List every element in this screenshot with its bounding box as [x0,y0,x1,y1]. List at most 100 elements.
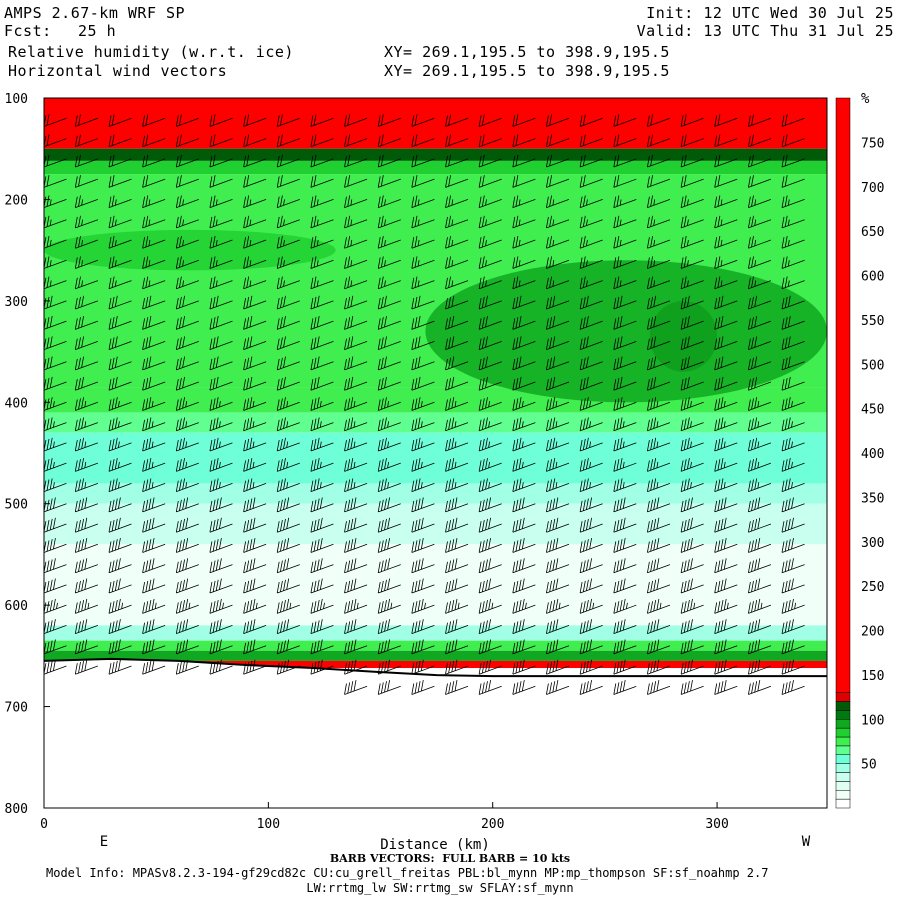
wind-barb-242 [310,478,334,493]
wind-barb-68 [108,356,132,371]
wind-barb-6 [43,236,67,249]
wind-barb-359 [445,517,469,533]
wind-barb-253 [344,134,368,148]
wind-barb-95 [142,336,166,351]
wind-barb-562 [680,517,704,533]
wind-barb-178 [243,316,267,330]
wind-barb-609 [748,295,772,310]
wind-barb-351 [445,356,469,371]
wind-barb-15 [43,417,67,432]
wind-barb-188 [243,517,267,533]
wind-barb-88 [142,195,166,209]
wind-barb-481 [579,639,603,655]
wind-barb-438 [546,356,570,371]
wind-barb-381 [478,376,502,391]
wind-barb-132 [175,517,199,533]
wind-barb-96 [142,356,166,371]
wind-barb-596 [714,619,738,635]
wind-barb-225 [310,134,334,148]
wind-barb-346 [445,256,469,269]
wind-barb-109 [142,619,166,635]
wind-barb-9 [43,295,67,310]
wind-barb-277 [344,619,368,635]
wind-barb-375 [478,256,502,269]
wind-barb-280 [344,680,368,695]
wind-barb-436 [546,316,570,330]
wind-barb-380 [478,356,502,371]
wind-barb-392 [478,598,502,614]
wind-barb-475 [579,517,603,533]
colorbar-level-5 [835,754,851,764]
wind-barb-147 [209,256,233,269]
wind-barb-304 [377,578,401,594]
wind-barb-387 [478,497,502,513]
wind-barb-338 [411,680,435,695]
wind-barb-406 [512,295,536,310]
wind-barb-221 [276,619,300,635]
model-info-physics: LW:rrtmg_lw SW:rrtmg_sw SFLAY:sf_mynn [306,881,574,895]
wind-barb-189 [243,538,267,553]
wind-barb-462 [579,256,603,269]
wind-barb-437 [546,336,570,351]
wind-barb-287 [377,236,401,249]
colorbar-label-450: 450 [861,403,884,418]
wind-barb-103 [142,497,166,513]
colorbar-level-1 [835,790,851,800]
wind-barb-74 [108,478,132,493]
wind-barb-306 [377,619,401,635]
wind-barb-119 [175,256,199,269]
wind-barb-191 [243,578,267,594]
wind-barb-177 [243,295,267,310]
wind-barb-489 [613,215,637,229]
wind-barb-657 [781,680,805,695]
wind-barb-264 [344,356,368,371]
wind-barb-232 [310,276,334,290]
wind-barb-19 [43,497,67,513]
wind-barb-60 [108,195,132,209]
wind-barb-526 [647,376,671,391]
wind-barb-105 [142,538,166,553]
wind-barb-261 [344,295,368,310]
wind-barb-123 [175,336,199,351]
wind-barb-357 [445,478,469,493]
wind-barb-598 [714,659,738,675]
wind-barb-652 [781,578,805,594]
wind-barb-266 [344,397,368,411]
wind-barb-209 [276,376,300,391]
wind-barb-200 [276,195,300,209]
colorbar-label-50: 50 [861,758,877,773]
wind-barb-445 [546,497,570,513]
wind-barb-434 [546,276,570,290]
wind-barb-272 [344,517,368,533]
wind-barb-175 [243,256,267,269]
wind-barb-44 [74,437,98,452]
wind-barb-23 [43,578,67,594]
wind-barb-27 [43,659,67,675]
wind-barb-79 [108,578,132,594]
wind-barb-631 [781,154,805,168]
wind-barb-634 [781,215,805,229]
wind-barb-348 [445,295,469,310]
wind-barb-517 [647,195,671,209]
wind-barb-117 [175,215,199,229]
wind-barb-135 [175,578,199,594]
wind-barb-66 [108,316,132,330]
wind-barb-379 [478,336,502,351]
wind-barb-216 [276,517,300,533]
wind-barb-21 [43,538,67,553]
wind-barb-331 [411,538,435,553]
wind-barb-653 [781,598,805,614]
wind-barb-354 [445,417,469,432]
wind-barb-446 [546,517,570,533]
wind-barb-248 [310,598,334,614]
wind-barb-247 [310,578,334,594]
wind-barb-352 [445,376,469,391]
wind-barb-549 [680,256,704,269]
wind-barb-10 [43,316,67,330]
wind-barb-618 [748,478,772,493]
wind-barb-330 [411,517,435,533]
wind-barb-486 [613,154,637,168]
wind-barb-265 [344,376,368,391]
wind-barb-321 [411,336,435,351]
